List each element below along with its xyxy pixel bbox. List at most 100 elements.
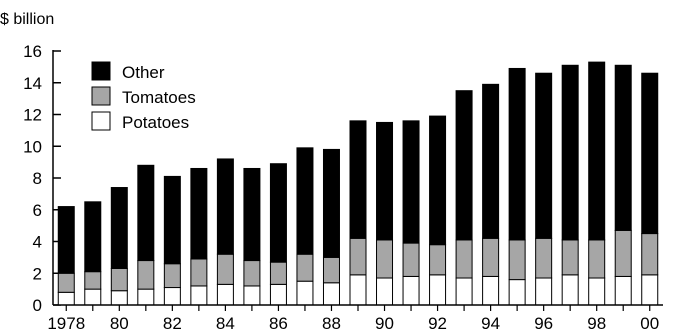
y-axis: 0 2 4 6 8 10 12 14 16: [23, 42, 61, 315]
x-tick-label: 82: [163, 314, 182, 333]
bar-tomatoes: [137, 260, 155, 290]
bar-potatoes: [296, 280, 314, 306]
x-tick-label: 94: [481, 314, 500, 333]
legend-swatch-potatoes: [91, 111, 111, 131]
bar-other: [349, 120, 367, 239]
bar-potatoes: [482, 275, 500, 306]
bar-other: [588, 61, 606, 241]
y-tick-label: 2: [33, 264, 42, 283]
x-tick-label: 86: [269, 314, 288, 333]
bar-potatoes: [216, 283, 234, 306]
bar-potatoes: [57, 291, 75, 306]
bar-other: [535, 72, 553, 239]
bar-potatoes: [349, 274, 367, 306]
bar-tomatoes: [243, 260, 261, 287]
bar-potatoes: [137, 288, 155, 306]
bar-other: [163, 175, 181, 265]
bar-potatoes: [84, 288, 102, 306]
bar-potatoes: [429, 274, 447, 306]
bar-potatoes: [455, 277, 473, 306]
bar-other: [561, 64, 579, 241]
bar-tomatoes: [163, 263, 181, 289]
bar-potatoes: [322, 282, 340, 306]
x-tick-label: 96: [534, 314, 553, 333]
y-tick-label: 6: [33, 201, 42, 220]
bar-tomatoes: [561, 239, 579, 276]
bar-tomatoes: [269, 261, 287, 285]
y-tick-label: 4: [33, 233, 42, 252]
bar-other: [243, 167, 261, 262]
bar-potatoes: [588, 277, 606, 306]
x-tick-label: 1978: [47, 314, 85, 333]
x-tick-label: 98: [587, 314, 606, 333]
x-tick-label: 00: [640, 314, 659, 333]
bar-other: [376, 121, 394, 241]
bar-tomatoes: [482, 237, 500, 277]
bar-other: [190, 167, 208, 260]
y-tick-label: 0: [33, 296, 42, 315]
legend: Other Tomatoes Potatoes: [91, 61, 196, 132]
bar-potatoes: [376, 277, 394, 306]
bar-other: [322, 148, 340, 258]
y-tick-label: 12: [23, 106, 42, 125]
legend-label-tomatoes: Tomatoes: [122, 88, 196, 107]
bar-potatoes: [110, 290, 128, 306]
bar-other: [57, 206, 75, 274]
bar-potatoes: [508, 279, 526, 306]
bar-tomatoes: [110, 267, 128, 292]
bar-tomatoes: [455, 239, 473, 279]
bar-other: [402, 120, 420, 244]
y-tick-label: 14: [23, 74, 42, 93]
y-axis-label: $ billion: [0, 11, 54, 28]
bar-tomatoes: [402, 242, 420, 277]
bar-potatoes: [269, 283, 287, 306]
bar-other: [216, 158, 234, 255]
legend-label-potatoes: Potatoes: [122, 113, 189, 132]
bar-other: [84, 201, 102, 273]
bars: [57, 61, 659, 306]
x-tick-label: 84: [216, 314, 235, 333]
bar-tomatoes: [190, 258, 208, 287]
legend-swatch-tomatoes: [91, 86, 111, 106]
y-tick-label: 10: [23, 137, 42, 156]
bar-other: [455, 90, 473, 241]
bar-tomatoes: [84, 271, 102, 290]
bar-tomatoes: [508, 239, 526, 281]
bar-potatoes: [641, 274, 659, 306]
bar-potatoes: [163, 287, 181, 306]
x-tick-label: 90: [375, 314, 394, 333]
x-tick-label: 92: [428, 314, 447, 333]
bar-other: [110, 187, 128, 269]
y-tick-label: 16: [23, 42, 42, 61]
bar-potatoes: [535, 277, 553, 306]
bar-tomatoes: [57, 272, 75, 293]
x-tick-label: 88: [322, 314, 341, 333]
bar-tomatoes: [322, 256, 340, 284]
bar-tomatoes: [349, 237, 367, 276]
bar-other: [429, 115, 447, 246]
y-tick-label: 8: [33, 169, 42, 188]
bar-potatoes: [614, 275, 632, 306]
bar-other: [614, 64, 632, 231]
bar-tomatoes: [641, 233, 659, 276]
bar-potatoes: [402, 275, 420, 306]
bar-tomatoes: [614, 229, 632, 277]
bar-tomatoes: [588, 239, 606, 279]
bar-potatoes: [190, 285, 208, 306]
bar-other: [482, 83, 500, 239]
bar-tomatoes: [376, 239, 394, 279]
legend-swatch-other: [91, 61, 111, 81]
bar-potatoes: [561, 274, 579, 306]
bar-other: [269, 163, 287, 263]
legend-label-other: Other: [122, 63, 165, 82]
bar-other: [641, 72, 659, 235]
bar-tomatoes: [216, 253, 234, 285]
bar-potatoes: [243, 285, 261, 306]
bar-tomatoes: [535, 237, 553, 279]
bar-other: [296, 147, 314, 255]
bar-other: [508, 67, 526, 241]
bar-tomatoes: [429, 244, 447, 276]
bar-tomatoes: [296, 253, 314, 282]
x-tick-label: 80: [110, 314, 129, 333]
